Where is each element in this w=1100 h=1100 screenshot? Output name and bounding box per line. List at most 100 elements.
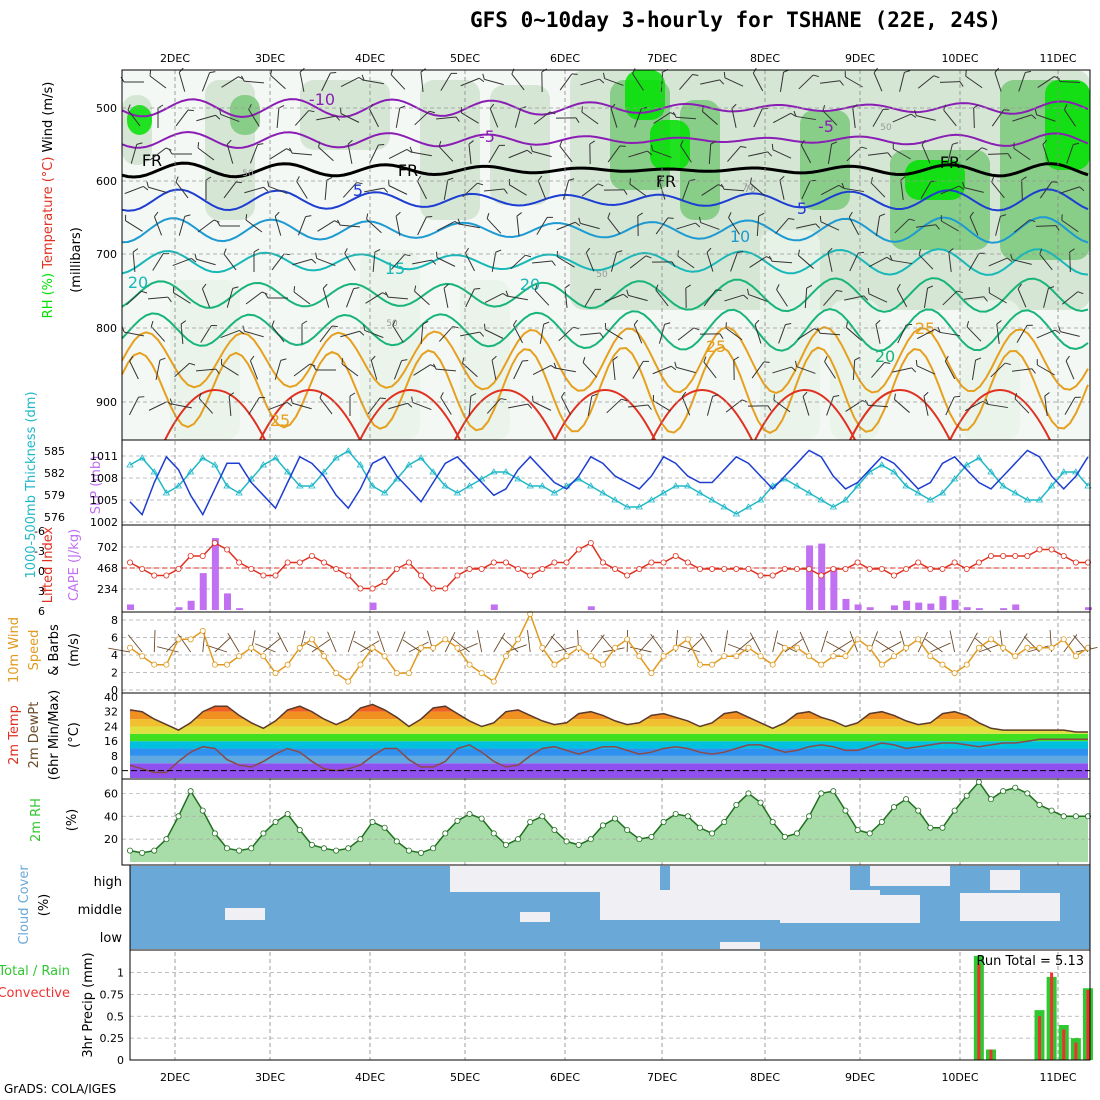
barb-staff <box>198 398 214 414</box>
wind-barb <box>637 212 644 237</box>
barb-staff <box>132 251 136 273</box>
precip-frame <box>129 949 1091 1061</box>
lifted-index-line-point <box>478 566 485 573</box>
barb-staff <box>796 223 816 229</box>
barb-flag <box>1029 219 1036 223</box>
barb-staff <box>245 291 263 305</box>
barb-flag <box>959 81 964 87</box>
barb-staff <box>149 75 167 89</box>
barb-staff <box>822 110 838 126</box>
barb-staff <box>172 257 192 267</box>
wind10m-line-point <box>502 653 509 660</box>
barb-staff <box>340 113 360 123</box>
barb-staff <box>892 367 912 373</box>
barb-flag <box>574 221 581 227</box>
barb-flag <box>264 292 269 299</box>
barb-flag <box>211 325 218 327</box>
barb-flag <box>884 361 891 364</box>
rh2m-line-point <box>830 788 837 795</box>
barb-staff <box>1012 368 1032 372</box>
barb-flag <box>896 283 901 290</box>
barb-staff <box>201 288 211 308</box>
barb-staff <box>682 180 690 200</box>
barb-staff <box>127 109 141 127</box>
barb-flag <box>720 183 725 190</box>
barb-staff <box>846 146 862 162</box>
wind-barb <box>752 67 764 92</box>
lifted-index-line-point <box>236 559 243 566</box>
contour-label: 70 <box>742 183 754 193</box>
lifted-index-line-point <box>333 566 340 573</box>
wind-barb <box>578 217 600 230</box>
barb-flag <box>341 358 344 365</box>
barb-flag <box>159 357 166 361</box>
wind-barb <box>340 330 365 338</box>
barb-flag <box>1063 104 1068 110</box>
wind-barb <box>918 249 934 270</box>
barb-staff <box>820 80 840 84</box>
barb-staff <box>900 180 904 200</box>
wind-tick: 2 <box>111 667 118 680</box>
rh-shading <box>300 80 390 150</box>
barb-staff <box>148 401 168 411</box>
barb-flag <box>607 212 611 219</box>
barb-staff <box>468 395 472 417</box>
lifted-index-line-point <box>818 572 825 579</box>
wind-barb <box>916 224 940 230</box>
barb-staff <box>1042 144 1050 164</box>
wind-barb <box>775 217 795 234</box>
wind10m-line-point <box>308 636 315 643</box>
wind-barb <box>728 212 740 235</box>
wind-barb <box>436 251 456 267</box>
barb-staff <box>677 255 695 269</box>
barb-flag <box>495 249 502 253</box>
thickness-line-point <box>817 496 825 503</box>
wind-barb <box>1017 283 1027 308</box>
rh2m-line-point <box>1072 813 1079 820</box>
cloud-ylabel-1: Cloud Cover <box>17 865 32 945</box>
wind-barb <box>244 186 269 194</box>
cape-bar <box>1085 607 1092 610</box>
cape-bar <box>927 603 935 610</box>
wind-barb <box>893 393 910 413</box>
barb-flag <box>641 107 648 110</box>
barb-staff <box>126 290 142 306</box>
wind-barb <box>553 362 576 373</box>
barb-staff <box>438 146 454 162</box>
contour-label: 5 <box>353 181 363 200</box>
wind-barb <box>580 78 605 86</box>
wind-barb <box>248 104 260 127</box>
lifted-index-line-point <box>442 585 449 592</box>
wind-barb <box>201 283 211 308</box>
wind-barb <box>937 326 960 337</box>
precip-conv-bar <box>977 963 981 1060</box>
barb-flag <box>940 215 942 222</box>
barb-staff <box>197 219 215 233</box>
lifted-index-line-point <box>187 553 194 560</box>
rh2m-line-point <box>127 847 134 854</box>
barb-staff <box>316 115 336 121</box>
wind-barb <box>610 250 623 272</box>
barb-staff <box>587 396 593 416</box>
barb-flag <box>248 104 252 110</box>
barb-flag <box>767 405 772 412</box>
lifted-index-line-point <box>612 566 619 573</box>
barb-staff <box>178 216 186 236</box>
thickness-line-point <box>211 461 219 468</box>
wind-barb <box>582 356 598 378</box>
surface-heat-contour <box>849 389 951 441</box>
wind-barb <box>366 213 382 234</box>
cape-bar <box>211 538 219 610</box>
wind10m-line-point <box>393 670 400 677</box>
wind-barb <box>491 355 497 380</box>
wind10m-barb <box>108 647 131 653</box>
wind-barb <box>580 332 604 338</box>
barb-staff <box>852 359 856 381</box>
wind10m-line-point <box>636 653 643 660</box>
rh2m-line-point <box>963 792 970 799</box>
rh2m-line-point <box>163 836 170 843</box>
barb-staff <box>848 216 860 236</box>
lifted-index-line-point <box>890 572 897 579</box>
wind-barb <box>1039 181 1058 199</box>
wind-barb <box>440 72 457 91</box>
